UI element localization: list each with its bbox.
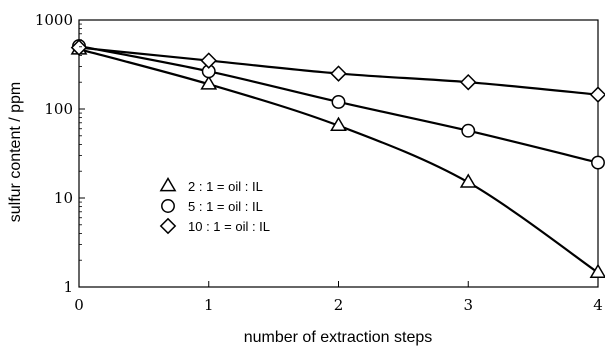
data-point-triangle	[200, 75, 218, 90]
data-point-triangle	[330, 116, 347, 132]
y-tick-label: 1000	[35, 11, 73, 29]
y-axis-title: sulfur content / ppm	[7, 82, 24, 223]
data-point-triangle	[459, 173, 477, 188]
legend-marker-diamond	[159, 217, 177, 235]
x-tick-label: 0	[74, 296, 84, 314]
y-tick-label: 10	[54, 189, 73, 207]
data-point-diamond	[589, 86, 605, 103]
data-point-circle	[331, 95, 346, 109]
legend-marker-circle	[161, 199, 175, 213]
data-point-diamond	[70, 39, 88, 56]
legend-marker-triangle	[159, 177, 177, 192]
x-tick-label: 3	[463, 296, 473, 314]
legend-label: 5 : 1 = oil : IL	[188, 199, 263, 214]
legend-label: 2 : 1 = oil : IL	[188, 179, 263, 194]
data-point-diamond	[330, 65, 347, 82]
x-tick-label: 4	[593, 296, 603, 314]
x-axis-title: number of extraction steps	[244, 329, 433, 346]
y-tick-label: 100	[44, 100, 73, 118]
legend-label: 10 : 1 = oil : IL	[188, 219, 270, 234]
data-point-triangle	[589, 263, 605, 279]
x-tick-label: 2	[334, 296, 344, 314]
x-tick-label: 1	[204, 296, 214, 314]
y-tick-label: 1	[63, 278, 73, 296]
data-point-circle	[461, 123, 476, 138]
data-point-diamond	[459, 73, 477, 91]
series-line-triangle	[78, 48, 599, 274]
data-point-circle	[591, 155, 605, 170]
data-point-diamond	[200, 52, 218, 69]
